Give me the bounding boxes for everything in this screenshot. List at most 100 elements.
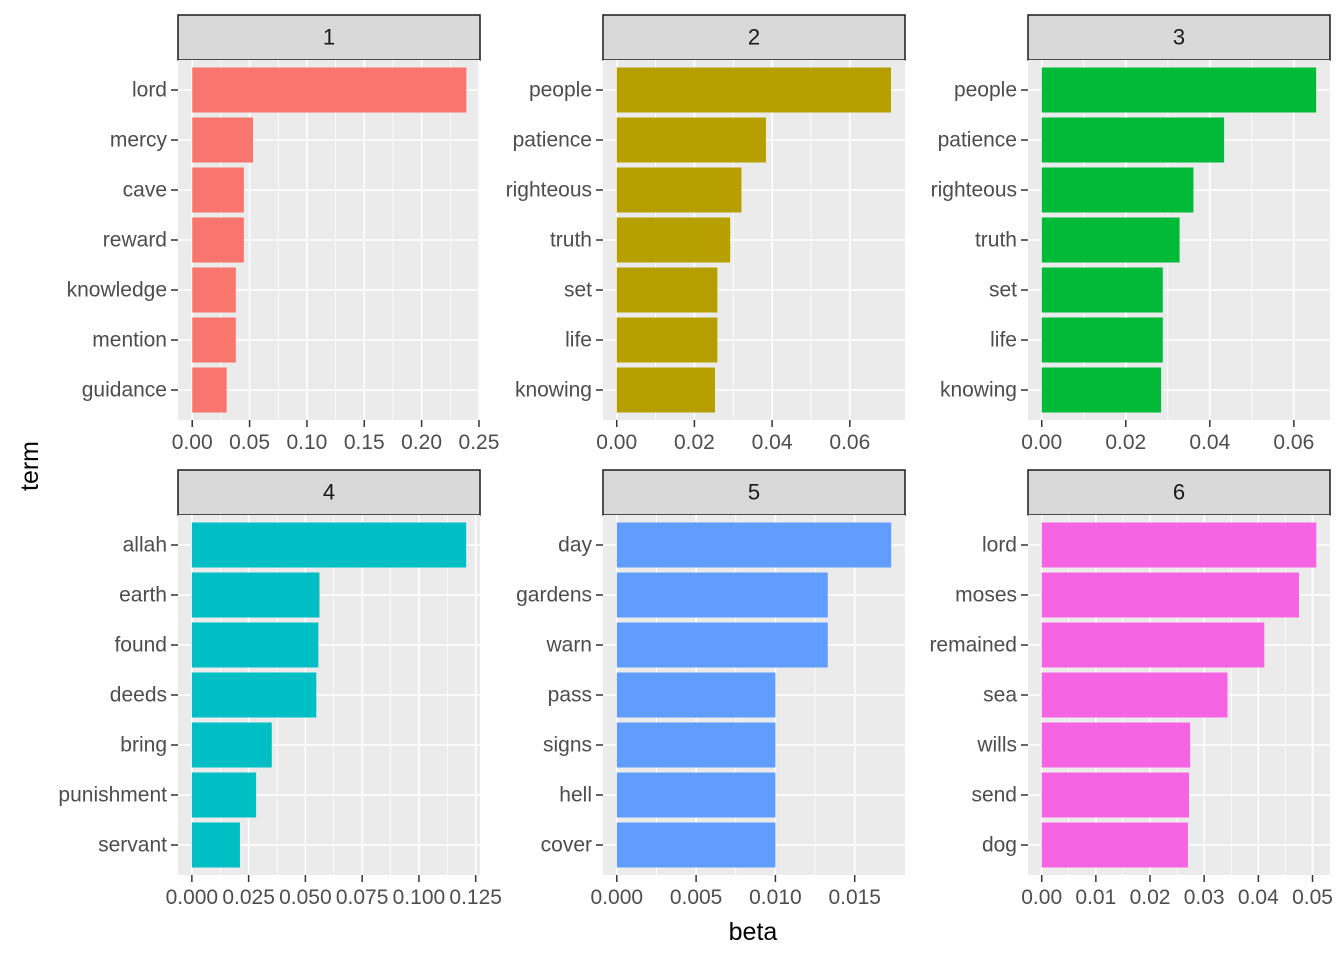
x-tick-label: 0.00 (596, 431, 637, 454)
x-tick-label: 0.10 (286, 431, 327, 454)
bar (192, 217, 244, 263)
y-tick-label: truth (975, 229, 1017, 252)
bar (1041, 367, 1162, 413)
bar (616, 722, 776, 768)
bar (192, 117, 254, 163)
facet-strip (602, 14, 906, 61)
facet-strip-label: 3 (1173, 24, 1185, 49)
x-tick-label: 0.005 (670, 886, 723, 909)
y-tick-label: righteous (506, 179, 592, 202)
facet-panel-6: 6 lord moses remained sea wills send dog 0.00 0.0… (929, 469, 1333, 909)
y-tick-label: pass (548, 684, 592, 707)
y-tick-label: cover (541, 834, 592, 857)
y-tick-label: signs (543, 734, 592, 757)
y-tick-label: bring (120, 734, 167, 757)
bar (616, 67, 892, 113)
x-tick-label: 0.04 (1238, 886, 1279, 909)
x-tick-label: 0.000 (166, 886, 219, 909)
x-tick-label: 0.00 (1021, 886, 1062, 909)
x-tick-label: 0.04 (1189, 431, 1230, 454)
y-tick-label: day (558, 534, 592, 557)
x-tick-label: 0.00 (172, 431, 213, 454)
bar (616, 367, 716, 413)
bar (1041, 317, 1163, 363)
x-tick-label: 0.20 (401, 431, 442, 454)
bar (191, 622, 319, 668)
x-tick-label: 0.02 (674, 431, 715, 454)
facet-panel-2: 2 people patience righteous truth set life know… (506, 14, 906, 454)
bar (616, 117, 766, 163)
x-tick-label: 0.02 (1130, 886, 1171, 909)
x-tick-label: 0.125 (449, 886, 502, 909)
y-tick-label: reward (103, 229, 167, 252)
bar (1041, 522, 1317, 568)
y-tick-label: lord (132, 79, 167, 102)
y-tick-label: found (114, 634, 167, 657)
facet-strip (1027, 14, 1331, 61)
y-tick-label: hell (559, 784, 592, 807)
bar (192, 267, 236, 313)
bar (616, 622, 828, 668)
x-tick-label: 0.050 (279, 886, 332, 909)
bar (191, 672, 317, 718)
bar (1041, 722, 1191, 768)
y-tick-label: deeds (110, 684, 167, 707)
y-tick-label: earth (119, 584, 167, 607)
y-tick-label: cave (123, 179, 167, 202)
y-tick-label: knowing (940, 379, 1017, 402)
y-tick-label: remained (929, 634, 1017, 657)
y-tick-label: knowledge (67, 279, 167, 302)
y-tick-label: allah (123, 534, 167, 557)
bar (1041, 217, 1180, 263)
y-tick-label: guidance (82, 379, 167, 402)
x-tick-label: 0.05 (1292, 886, 1333, 909)
bar (1041, 572, 1299, 618)
y-tick-label: mention (92, 329, 167, 352)
y-tick-label: set (564, 279, 592, 302)
x-tick-label: 0.03 (1184, 886, 1225, 909)
x-tick-label: 0.000 (591, 886, 644, 909)
bar (616, 317, 718, 363)
y-tick-label: people (954, 79, 1017, 102)
y-tick-label: patience (513, 129, 592, 152)
bar (616, 572, 828, 618)
bar (191, 822, 240, 868)
facet-panel-4: 4 allah earth found deeds bring punishment serv… (58, 469, 502, 909)
facet-strip (602, 469, 906, 516)
facet-strip-label: 4 (323, 479, 335, 504)
facet-strip-label: 6 (1173, 479, 1185, 504)
bar (616, 522, 892, 568)
y-tick-label: send (971, 784, 1017, 807)
y-tick-label: set (989, 279, 1017, 302)
bar (192, 367, 227, 413)
bar (616, 772, 776, 818)
x-tick-label: 0.015 (828, 886, 881, 909)
x-tick-label: 0.06 (829, 431, 870, 454)
y-tick-label: warn (545, 634, 592, 657)
y-tick-label: sea (983, 684, 1017, 707)
y-axis-title: term (16, 441, 44, 491)
x-tick-label: 0.01 (1075, 886, 1116, 909)
y-tick-label: people (529, 79, 592, 102)
facet-strip (177, 14, 481, 61)
x-tick-label: 0.05 (229, 431, 270, 454)
facet-strip (177, 469, 481, 516)
y-tick-label: dog (982, 834, 1017, 857)
x-tick-label: 0.100 (393, 886, 446, 909)
bar (191, 522, 467, 568)
bar (1041, 167, 1194, 213)
facet-strip-label: 5 (748, 479, 760, 504)
y-tick-label: moses (955, 584, 1017, 607)
x-tick-label: 0.15 (344, 431, 385, 454)
bar (192, 317, 236, 363)
facet-panel-5: 5 day gardens warn pass signs hell cover 0.000 0.… (516, 469, 906, 909)
x-axis-title: beta (729, 918, 778, 946)
y-tick-label: life (990, 329, 1017, 352)
facet-panel-3: 3 people patience righteous truth set life know… (931, 14, 1331, 454)
bar (192, 67, 467, 113)
x-tick-label: 0.075 (336, 886, 389, 909)
bar (1041, 822, 1188, 868)
y-tick-label: knowing (515, 379, 592, 402)
bar (616, 267, 718, 313)
